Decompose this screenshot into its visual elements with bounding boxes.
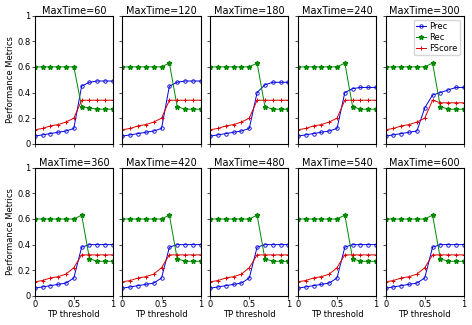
Title: MaxTime=480: MaxTime=480 xyxy=(214,158,285,168)
Title: MaxTime=540: MaxTime=540 xyxy=(302,158,372,168)
X-axis label: TP threshold: TP threshold xyxy=(311,310,363,319)
Y-axis label: Performance Metrics: Performance Metrics xyxy=(6,36,15,123)
X-axis label: TP threshold: TP threshold xyxy=(398,310,451,319)
X-axis label: TP threshold: TP threshold xyxy=(48,310,100,319)
Title: MaxTime=180: MaxTime=180 xyxy=(214,6,285,16)
Legend: Prec, Rec, FScore: Prec, Rec, FScore xyxy=(414,20,460,55)
Title: MaxTime=420: MaxTime=420 xyxy=(126,158,197,168)
Title: MaxTime=120: MaxTime=120 xyxy=(126,6,197,16)
Title: MaxTime=60: MaxTime=60 xyxy=(42,6,106,16)
Y-axis label: Performance Metrics: Performance Metrics xyxy=(6,188,15,275)
Title: MaxTime=240: MaxTime=240 xyxy=(302,6,372,16)
X-axis label: TP threshold: TP threshold xyxy=(223,310,276,319)
X-axis label: TP threshold: TP threshold xyxy=(135,310,188,319)
Title: MaxTime=360: MaxTime=360 xyxy=(39,158,109,168)
Title: MaxTime=600: MaxTime=600 xyxy=(389,158,460,168)
Title: MaxTime=300: MaxTime=300 xyxy=(389,6,460,16)
